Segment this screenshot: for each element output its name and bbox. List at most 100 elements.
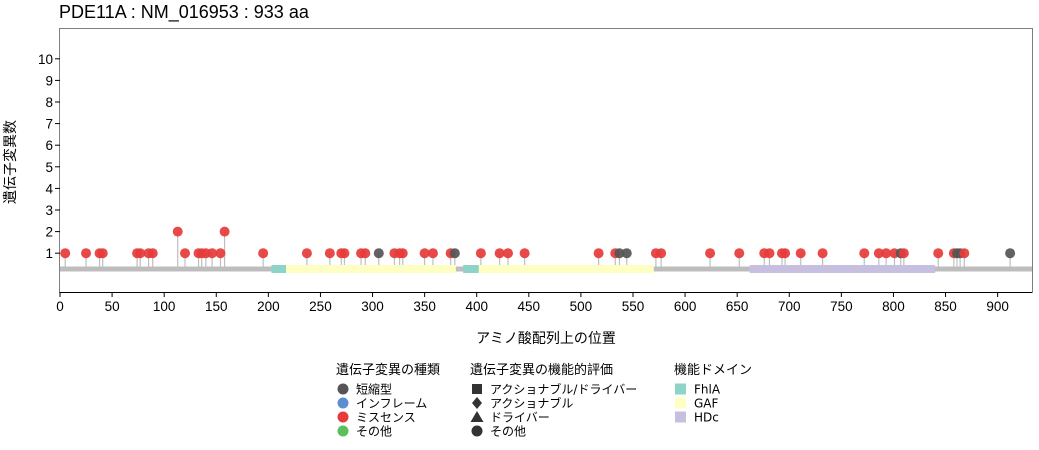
mutation-point: [705, 248, 716, 259]
x-tick-label: 700: [778, 299, 801, 314]
y-tick-label: 4: [45, 181, 53, 196]
mutation-point: [219, 226, 230, 237]
mutation-point: [734, 248, 745, 259]
x-tick-label: 350: [413, 299, 436, 314]
mutation-point: [60, 248, 71, 259]
legend-marker-square: [472, 384, 482, 394]
x-tick-label: 850: [934, 299, 957, 314]
x-tick-label: 0: [56, 299, 64, 314]
domain-fhla: [463, 265, 479, 273]
x-tick-label: 800: [882, 299, 905, 314]
legend-item-label: アクショナブル: [490, 396, 573, 411]
mutation-point: [81, 248, 92, 259]
x-tick-label: 450: [518, 299, 541, 314]
legend-item-label: GAF: [694, 397, 719, 411]
legend-item-label: その他: [490, 425, 526, 439]
x-axis-label: アミノ酸配列上の位置: [476, 331, 616, 347]
mutation-point: [519, 248, 530, 259]
legend-swatch: [675, 383, 686, 395]
mutation-point: [621, 248, 632, 259]
y-tick-label: 8: [45, 95, 53, 110]
y-tick-label: 5: [45, 160, 53, 175]
mutation-point: [172, 226, 183, 237]
mutation-point: [207, 248, 218, 259]
mutation-point: [373, 248, 384, 259]
mutation-point: [97, 248, 108, 259]
mutation-point: [817, 248, 828, 259]
y-tick-label: 2: [45, 225, 53, 240]
x-tick-label: 300: [361, 299, 384, 314]
mutation-point: [449, 248, 460, 259]
mutation-point: [494, 248, 505, 259]
x-tick-label: 250: [309, 299, 332, 314]
legend-marker-circle: [337, 383, 349, 395]
mutation-point: [180, 248, 191, 259]
mutation-point: [324, 248, 335, 259]
x-tick-label: 400: [465, 299, 488, 314]
x-tick-label: 600: [674, 299, 697, 314]
mutation-point: [147, 248, 158, 259]
y-axis-label: 遺伝子変異数: [2, 120, 19, 204]
legend-item-label: アクショナブル/ドライバー: [490, 382, 637, 397]
legend-swatch: [675, 397, 686, 409]
mutation-point: [859, 248, 870, 259]
legend-item-label: FhlA: [694, 383, 721, 397]
mutation-point: [360, 248, 371, 259]
mutation-point: [933, 248, 944, 259]
legend-item-label: ミスセンス: [356, 411, 416, 425]
mutation-point: [959, 248, 970, 259]
mutation-point: [475, 248, 486, 259]
mutation-point: [614, 248, 625, 259]
x-tick-label: 200: [257, 299, 280, 314]
domain-fhla: [271, 265, 287, 273]
legend-marker-circle: [471, 425, 483, 437]
x-tick-label: 750: [830, 299, 853, 314]
y-axis: 1 2 3 4 5 6 7 8 9 10: [38, 52, 60, 261]
backbone-layer: [60, 265, 1032, 273]
legend-marker-circle: [337, 411, 349, 423]
legend-title: 機能ドメイン: [674, 363, 752, 378]
x-tick-label: 550: [622, 299, 645, 314]
x-tick-label: 900: [986, 299, 1009, 314]
legend-item-label: HDc: [694, 411, 719, 425]
x-tick-label: 100: [153, 299, 176, 314]
mutation-point: [898, 248, 909, 259]
mutation-point: [258, 248, 269, 259]
mutation-point: [419, 248, 430, 259]
legend-title: 遺伝子変異の種類: [336, 362, 440, 378]
mutation-point: [873, 248, 884, 259]
mutation-point: [656, 248, 667, 259]
x-tick-label: 650: [726, 299, 749, 314]
mutation-point: [427, 248, 438, 259]
y-tick-label: 1: [45, 246, 53, 261]
domain-gaf: [478, 265, 654, 273]
legend-item-label: 短縮型: [356, 382, 392, 397]
legend-marker-circle: [337, 425, 349, 437]
legend-swatch: [675, 411, 686, 423]
mutation-point: [215, 248, 226, 259]
y-tick-label: 9: [45, 73, 53, 88]
legend-title: 遺伝子変異の機能的評価: [470, 362, 613, 378]
points-layer: [60, 226, 1016, 259]
mutation-point: [301, 248, 312, 259]
mutation-point: [795, 248, 806, 259]
mutation-point: [397, 248, 408, 259]
x-tick-label: 500: [570, 299, 593, 314]
y-tick-label: 7: [45, 117, 53, 132]
legend-item-label: その他: [356, 425, 392, 439]
mutation-point: [780, 248, 791, 259]
legend-item-label: インフレーム: [356, 397, 427, 411]
mutation-point: [593, 248, 604, 259]
x-axis: 0 50 100 150 200 250 300 350 400 450 500 550 600 650 7…: [56, 292, 1032, 314]
mutation-point: [135, 248, 146, 259]
y-tick-label: 3: [45, 203, 53, 218]
x-tick-label: 50: [105, 299, 120, 314]
domain-gaf: [286, 265, 456, 273]
mutation-point: [1005, 248, 1016, 259]
mutation-point: [339, 248, 350, 259]
domain-hdc: [749, 265, 936, 273]
mutation-point: [881, 248, 892, 259]
x-tick-label: 150: [205, 299, 228, 314]
